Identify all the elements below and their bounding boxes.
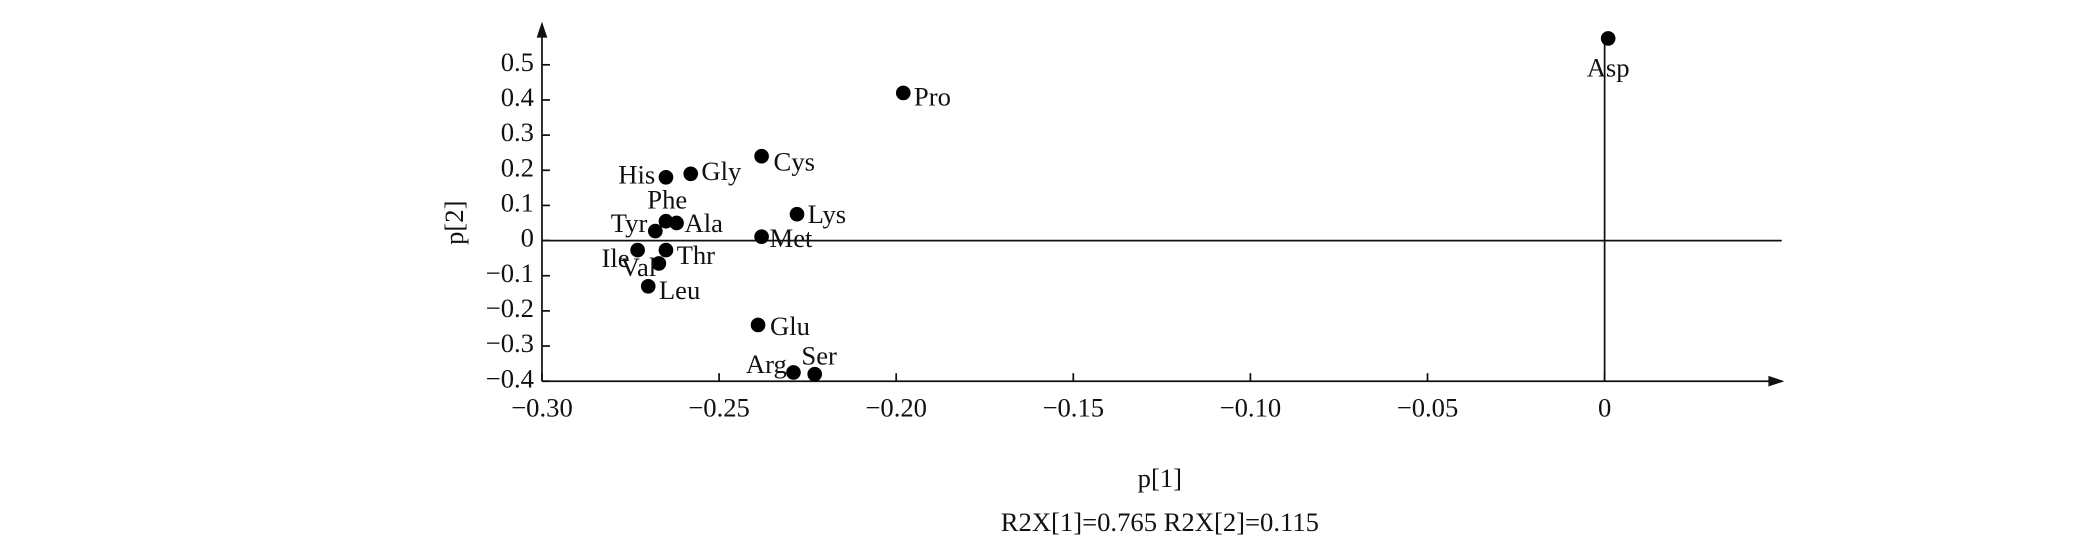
- point: [640, 278, 656, 294]
- point-label: Val: [621, 252, 657, 282]
- y-tick-label: 0.1: [501, 188, 534, 218]
- point: [683, 166, 699, 182]
- point-label: Ile: [602, 243, 630, 273]
- point-label: Gly: [701, 156, 742, 186]
- point: [651, 256, 667, 271]
- point: [658, 242, 674, 258]
- point: [754, 148, 769, 164]
- x-tick-label: −0.30: [511, 393, 573, 423]
- y-axis-title: p[2]: [439, 201, 469, 245]
- point: [658, 169, 674, 185]
- point: [630, 242, 645, 258]
- point-label: Lys: [808, 199, 846, 229]
- point: [754, 229, 769, 245]
- point: [807, 366, 823, 382]
- point: [750, 317, 766, 333]
- point-label: Cys: [774, 146, 815, 176]
- x-tick-label: −0.15: [1042, 393, 1104, 423]
- point-label: Tyr: [611, 208, 648, 238]
- y-tick-label: 0: [521, 223, 534, 253]
- x-axis-title: p[1]: [1138, 463, 1182, 493]
- x-tick-label: 0: [1598, 393, 1611, 423]
- y-tick-label: −0.3: [486, 328, 534, 358]
- point: [669, 215, 684, 231]
- point-label: Pro: [914, 82, 951, 112]
- point: [786, 365, 801, 380]
- point-label: Met: [770, 223, 813, 253]
- point: [647, 223, 663, 239]
- point-label: Phe: [647, 185, 687, 215]
- point-label: Ala: [685, 208, 724, 238]
- point-label: Thr: [677, 240, 716, 270]
- y-tick-label: −0.1: [486, 258, 534, 288]
- point-label: Asp: [1587, 53, 1630, 83]
- y-tick-label: 0.4: [501, 82, 534, 112]
- y-tick-label: 0.3: [501, 117, 534, 147]
- y-tick-label: 0.2: [501, 152, 534, 182]
- point-label: Ser: [801, 340, 837, 370]
- y-tick-label: −0.4: [486, 363, 534, 393]
- point-label: Arg: [746, 349, 787, 379]
- x-tick-label: −0.20: [865, 393, 927, 423]
- point: [895, 85, 911, 101]
- point: [789, 206, 805, 222]
- footnote: R2X[1]=0.765 R2X[2]=0.115: [1001, 507, 1319, 537]
- point-label: His: [618, 159, 655, 189]
- x-tick-label: −0.05: [1397, 393, 1459, 423]
- y-tick-label: 0.5: [501, 47, 534, 77]
- point-label: Leu: [659, 275, 700, 305]
- x-tick-label: −0.10: [1220, 393, 1282, 423]
- point-label: Glu: [770, 311, 810, 341]
- x-tick-label: −0.25: [688, 393, 750, 423]
- y-tick-label: −0.2: [486, 293, 534, 323]
- point: [1600, 31, 1616, 46]
